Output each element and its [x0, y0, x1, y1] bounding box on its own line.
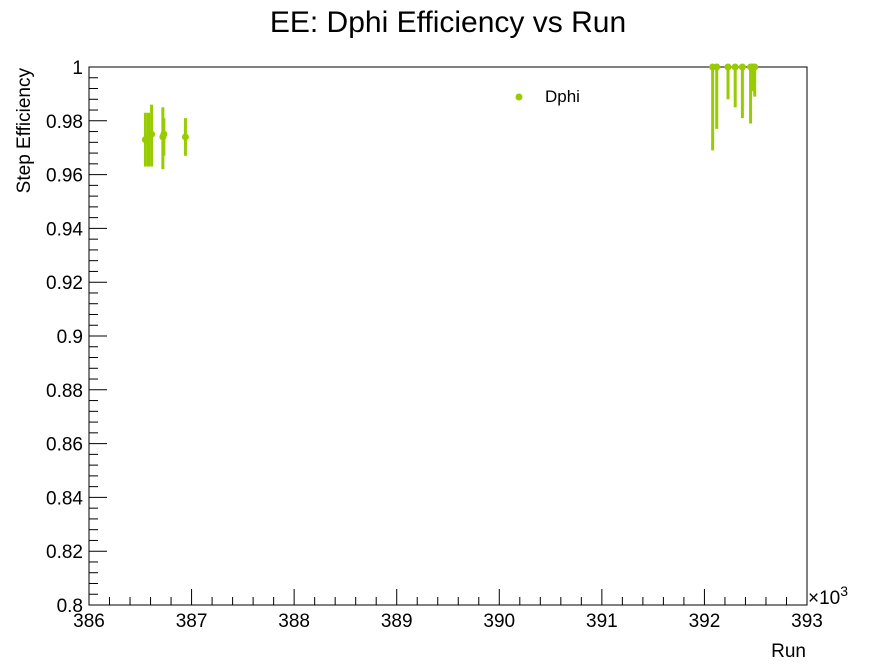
x-axis-multiplier: ×103	[808, 583, 848, 609]
data-point	[731, 63, 739, 71]
x-axis-multiplier-exponent: 3	[840, 583, 848, 599]
data-point	[724, 63, 732, 71]
y-tick-label: 0.92	[46, 273, 83, 294]
y-tick-label: 0.94	[46, 219, 83, 240]
data-point	[751, 63, 759, 71]
x-tick-label: 393	[791, 611, 823, 632]
x-tick-label: 391	[586, 611, 618, 632]
y-tick-label: 0.88	[46, 381, 83, 402]
x-axis-ticks: 386 387 388 389 390 391 392 393	[73, 589, 823, 632]
x-tick-label: 392	[689, 611, 721, 632]
y-tick-label: 0.82	[46, 542, 83, 563]
data-point	[738, 63, 746, 71]
x-tick-label: 388	[278, 611, 310, 632]
y-tick-label: 0.98	[46, 112, 83, 133]
legend: Dphi	[515, 87, 580, 106]
x-tick-label: 389	[381, 611, 413, 632]
y-axis-ticks: 0.8 0.82 0.84 0.86 0.88 0.9 0.92 0.94 0.96 0.98 1	[46, 58, 107, 617]
legend-label-dphi: Dphi	[545, 87, 580, 106]
y-tick-label: 1	[72, 58, 83, 79]
x-axis-title: Run	[771, 641, 806, 662]
x-axis-multiplier-base: ×10	[808, 588, 840, 609]
data-point	[713, 63, 721, 71]
y-tick-label: 0.8	[57, 596, 83, 617]
y-tick-label: 0.86	[46, 435, 83, 456]
legend-marker	[515, 93, 523, 101]
x-tick-label: 387	[176, 611, 208, 632]
y-axis-title: Step Efficiency	[14, 68, 35, 194]
y-tick-label: 0.84	[46, 488, 83, 509]
data-point	[160, 130, 168, 138]
x-tick-label: 390	[483, 611, 515, 632]
y-tick-label: 0.96	[46, 166, 83, 187]
data-points	[141, 63, 759, 170]
data-point	[181, 133, 189, 141]
data-point	[148, 130, 156, 138]
chart-title: EE: Dphi Efficiency vs Run	[270, 6, 626, 39]
y-tick-label: 0.9	[57, 327, 83, 348]
x-tick-label: 386	[73, 611, 105, 632]
